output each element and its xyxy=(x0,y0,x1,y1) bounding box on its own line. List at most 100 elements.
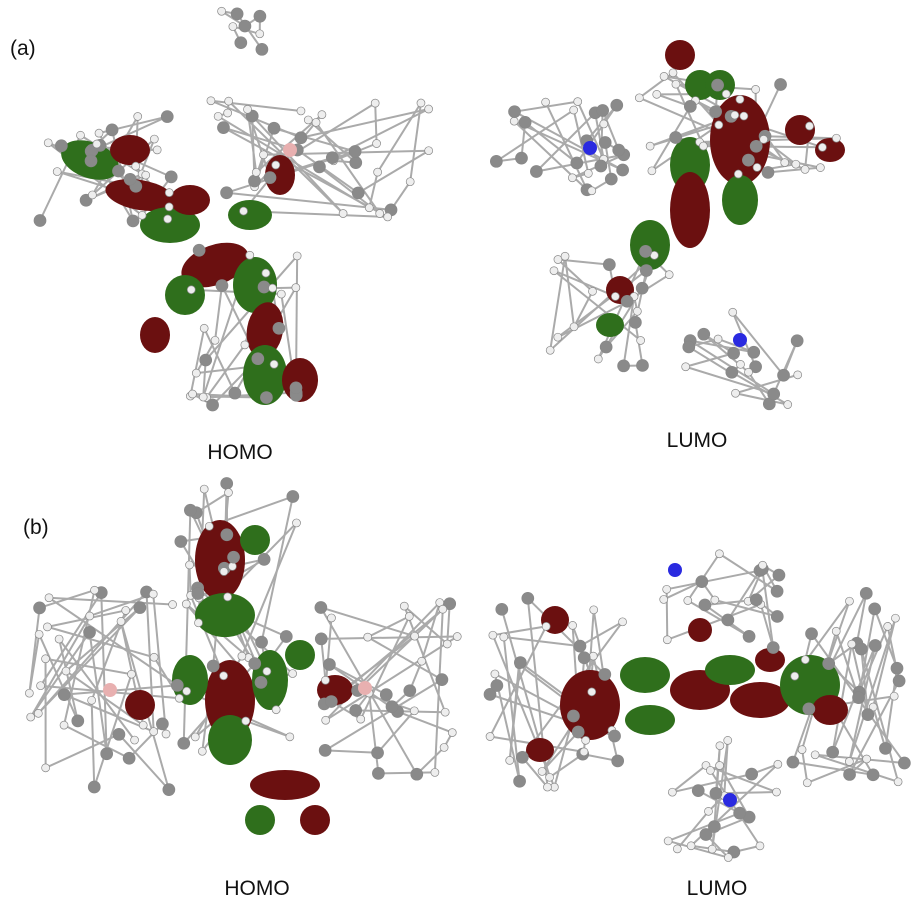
atom xyxy=(339,209,347,217)
atom xyxy=(91,586,99,594)
atom xyxy=(76,131,84,139)
atom xyxy=(249,658,261,670)
heteroatom xyxy=(668,563,682,577)
atom xyxy=(728,347,740,359)
atom xyxy=(600,341,612,353)
atom xyxy=(161,111,173,123)
atom xyxy=(292,519,300,527)
atom xyxy=(150,728,158,736)
atom xyxy=(794,371,802,379)
atom xyxy=(349,146,361,158)
atom xyxy=(297,107,305,115)
atom xyxy=(439,605,447,613)
atom xyxy=(246,251,254,259)
atom xyxy=(845,597,853,605)
atom xyxy=(490,155,502,167)
atom xyxy=(262,269,270,277)
atom xyxy=(869,603,881,615)
atom xyxy=(193,244,205,256)
atom xyxy=(687,842,695,850)
atom xyxy=(609,730,621,742)
atom xyxy=(845,757,853,765)
atom xyxy=(453,633,461,641)
atom xyxy=(200,324,208,332)
atom xyxy=(192,369,200,377)
atom xyxy=(229,387,241,399)
atom xyxy=(863,755,871,763)
atom xyxy=(315,633,327,645)
atom xyxy=(169,601,177,609)
atom xyxy=(240,207,248,215)
atom xyxy=(211,336,219,344)
atom xyxy=(86,612,94,620)
atom xyxy=(712,79,724,91)
atom xyxy=(762,166,774,178)
atom xyxy=(612,755,624,767)
atom xyxy=(682,363,690,371)
bond xyxy=(92,700,95,787)
atom xyxy=(312,118,320,126)
orbital-lobe xyxy=(170,185,210,215)
atom xyxy=(506,756,514,764)
atom xyxy=(323,659,335,671)
atom xyxy=(256,43,268,55)
atom xyxy=(88,781,100,793)
atom xyxy=(374,168,382,176)
atom xyxy=(268,122,280,134)
orbital-lobe xyxy=(620,657,670,693)
atom xyxy=(767,642,779,654)
atom xyxy=(254,10,266,22)
atom xyxy=(803,703,815,715)
atom xyxy=(192,587,204,599)
atom xyxy=(218,7,226,15)
bond xyxy=(378,772,434,773)
atom xyxy=(700,829,712,841)
atom xyxy=(491,679,503,691)
atom xyxy=(673,845,681,853)
atom xyxy=(411,632,419,640)
atom xyxy=(683,341,695,353)
atom xyxy=(542,98,550,106)
atom xyxy=(734,170,742,178)
atom xyxy=(270,360,278,368)
atom xyxy=(34,602,46,614)
atom xyxy=(191,733,199,741)
atom xyxy=(380,689,392,701)
atom xyxy=(869,639,881,651)
atom xyxy=(123,752,135,764)
atom xyxy=(384,213,392,221)
atom xyxy=(898,757,910,769)
atom xyxy=(45,594,53,602)
atom xyxy=(134,112,142,120)
atom xyxy=(217,122,229,134)
atom xyxy=(729,308,737,316)
atom xyxy=(127,215,139,227)
atom xyxy=(605,173,617,185)
atom xyxy=(561,252,569,260)
bond xyxy=(378,103,421,172)
atom xyxy=(734,807,746,819)
atom xyxy=(225,97,233,105)
atom xyxy=(256,636,268,648)
atom xyxy=(224,489,232,497)
atom xyxy=(710,787,722,799)
atom xyxy=(801,656,809,664)
atom xyxy=(164,215,172,223)
atom xyxy=(187,286,195,294)
atom xyxy=(760,135,768,143)
atom xyxy=(200,485,208,493)
atom xyxy=(891,614,899,622)
atom xyxy=(112,165,124,177)
atom xyxy=(263,667,271,675)
atom xyxy=(660,595,668,603)
atom xyxy=(183,687,191,695)
bond xyxy=(321,637,457,639)
atom xyxy=(264,172,276,184)
atom xyxy=(510,117,518,125)
atom xyxy=(546,773,554,781)
atom xyxy=(371,99,379,107)
atom xyxy=(731,389,739,397)
atom xyxy=(798,746,806,754)
atom xyxy=(554,333,562,341)
orbital-lobe xyxy=(526,738,554,762)
